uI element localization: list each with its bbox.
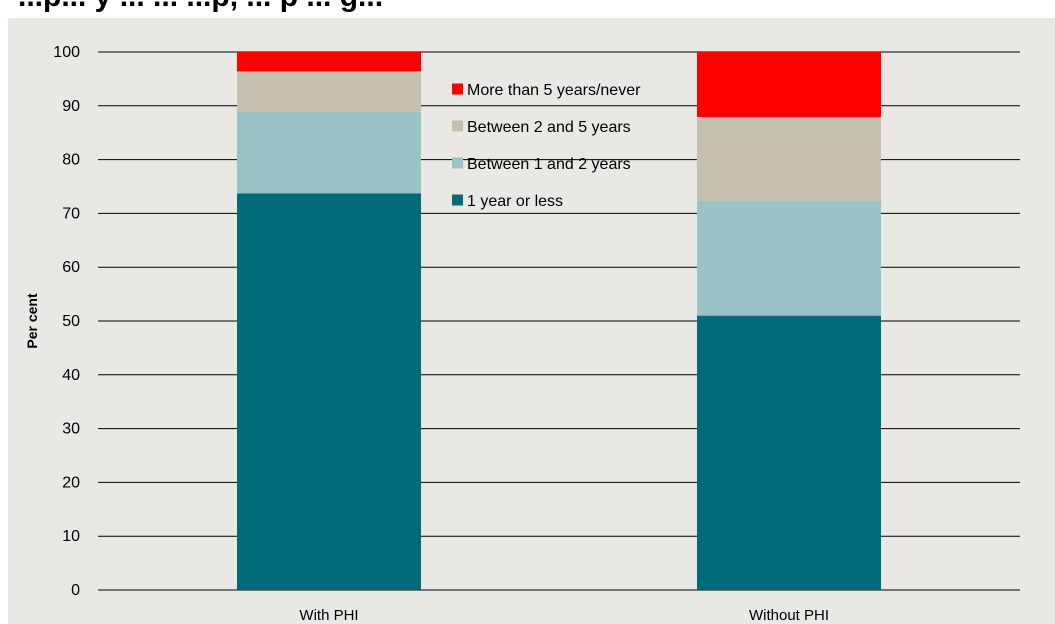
bar-segment-1-2 bbox=[697, 117, 881, 202]
y-axis-label: Per cent bbox=[24, 293, 40, 349]
legend-swatch-0 bbox=[452, 194, 463, 206]
bar-segment-0-1 bbox=[237, 111, 421, 194]
legend-label-1: Between 1 and 2 years bbox=[467, 156, 631, 173]
y-tick-label-90: 90 bbox=[62, 98, 80, 115]
y-tick-label-60: 60 bbox=[62, 259, 80, 276]
y-tick-label-80: 80 bbox=[62, 152, 80, 169]
y-tick-label-0: 0 bbox=[71, 582, 80, 599]
y-tick-label-10: 10 bbox=[62, 528, 80, 545]
y-tick-label-20: 20 bbox=[62, 474, 80, 491]
chart-title-area: ...p... y ... ... ...p, ... p ... g... bbox=[0, 0, 1055, 18]
y-tick-label-40: 40 bbox=[62, 367, 80, 384]
bar-segment-1-3 bbox=[697, 52, 881, 118]
legend-label-0: 1 year or less bbox=[467, 193, 563, 210]
bar-segment-1-0 bbox=[697, 315, 881, 590]
bar-segment-1-1 bbox=[697, 201, 881, 316]
legend-label-3: More than 5 years/never bbox=[467, 82, 641, 99]
bar-segment-0-3 bbox=[237, 52, 421, 72]
legend-label-2: Between 2 and 5 years bbox=[467, 119, 631, 136]
y-tick-label-30: 30 bbox=[62, 421, 80, 438]
bar-segment-0-0 bbox=[237, 193, 421, 590]
y-tick-label-100: 100 bbox=[53, 44, 80, 61]
x-category-label-0: With PHI bbox=[299, 607, 358, 624]
bar-segment-0-2 bbox=[237, 71, 421, 112]
legend-swatch-2 bbox=[452, 120, 463, 132]
chart-title: ...p... y ... ... ...p, ... p ... g... bbox=[18, 0, 383, 14]
y-tick-label-70: 70 bbox=[62, 205, 80, 222]
x-category-label-1: Without PHI bbox=[749, 607, 829, 624]
legend-swatch-1 bbox=[452, 157, 463, 169]
y-tick-label-50: 50 bbox=[62, 313, 80, 330]
legend-swatch-3 bbox=[452, 83, 463, 95]
